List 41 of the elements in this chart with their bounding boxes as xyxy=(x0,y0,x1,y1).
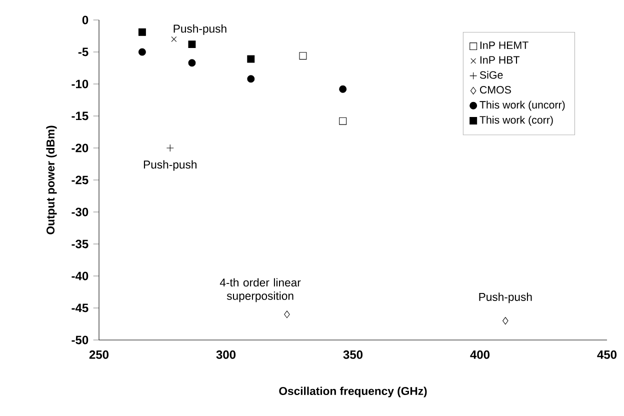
y-tick-label: -35 xyxy=(72,240,88,248)
point xyxy=(171,36,177,42)
y-tick-label: -10 xyxy=(72,80,88,88)
point xyxy=(247,55,255,63)
legend-label: CMOS xyxy=(480,86,511,94)
point xyxy=(166,144,174,152)
y-tick-label: -50 xyxy=(72,336,88,344)
annotation: Push-push xyxy=(144,160,196,171)
legend-label: This work (corr) xyxy=(480,116,553,126)
point xyxy=(502,317,508,325)
legend-label: InP HBT xyxy=(480,56,520,64)
y-tick-label: -15 xyxy=(72,112,88,120)
point xyxy=(188,59,196,67)
x-tick-label: 300 xyxy=(216,350,236,359)
x-tick-label: 250 xyxy=(89,350,109,359)
point xyxy=(284,310,290,318)
y-tick-label: -30 xyxy=(72,208,88,216)
point xyxy=(299,52,307,60)
annotation: Push-push xyxy=(174,24,226,35)
y-tick-label: -40 xyxy=(72,272,88,280)
x-tick-label: 400 xyxy=(470,350,490,359)
x-axis-title: Oscillation frequency (GHz) xyxy=(279,386,427,398)
point xyxy=(247,75,255,83)
y-axis-title: Output power (dBm) xyxy=(46,126,57,234)
y-tick-label: 0 xyxy=(82,16,88,24)
point xyxy=(339,85,347,93)
point xyxy=(339,117,347,125)
y-tick-label: -5 xyxy=(78,48,88,56)
legend-label: SiGe xyxy=(480,70,503,79)
legend-label: InP HEMT xyxy=(480,42,528,49)
x-tick-label: 450 xyxy=(597,350,617,359)
legend-label: This work (uncorr) xyxy=(480,100,565,111)
x-tick-label: 350 xyxy=(343,350,363,359)
annotation: Push-push xyxy=(479,292,532,304)
point xyxy=(138,48,146,56)
point xyxy=(138,28,146,36)
annotation: 4-th order linear superposition xyxy=(220,278,301,302)
y-tick-label: -20 xyxy=(72,144,88,152)
point xyxy=(188,40,196,48)
y-tick-label: -25 xyxy=(72,176,88,184)
y-tick-label: -45 xyxy=(72,304,88,312)
